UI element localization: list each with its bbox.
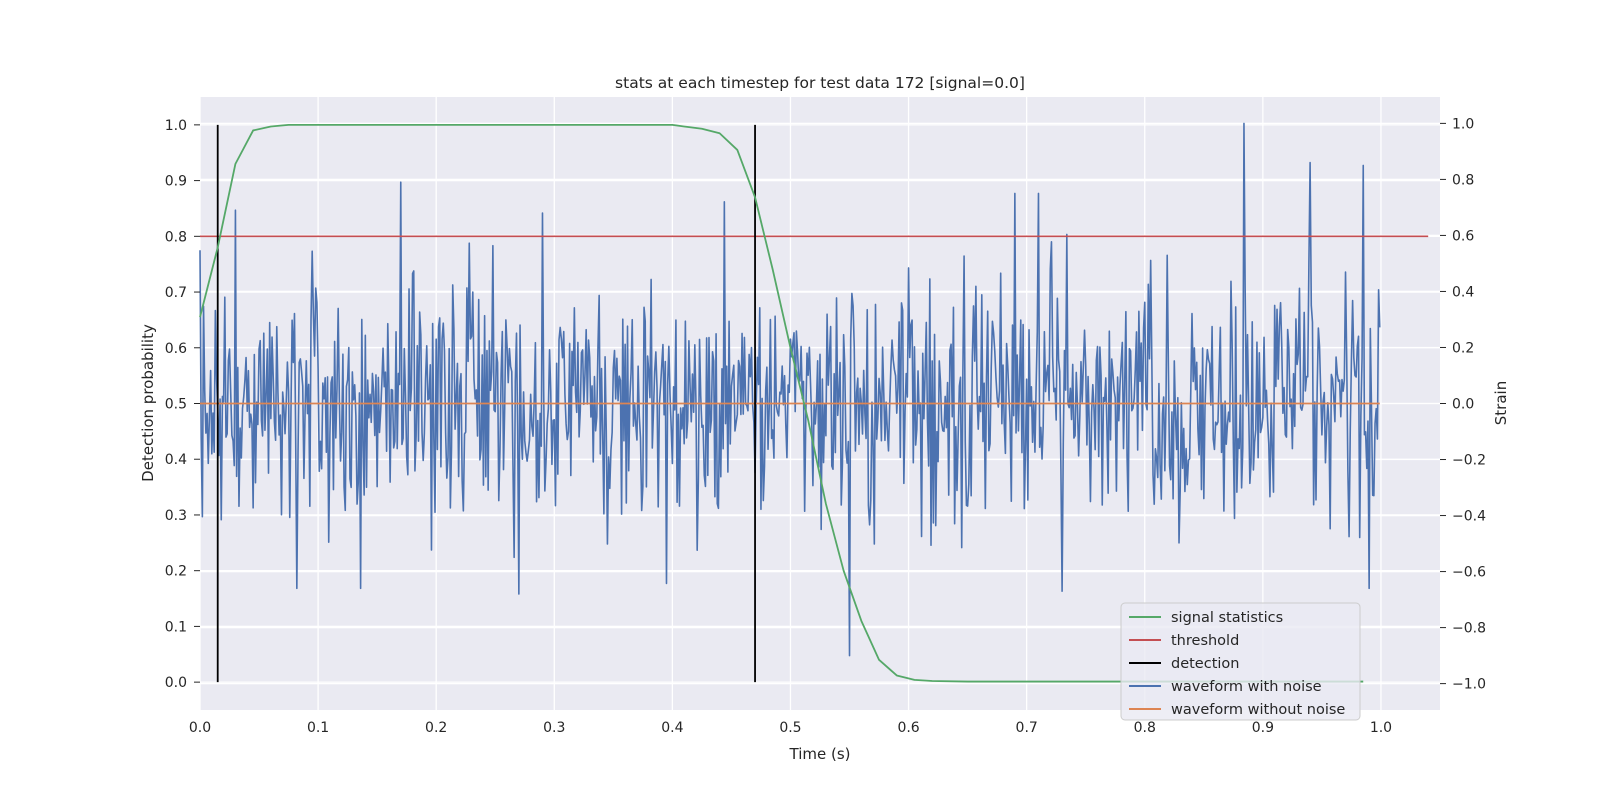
y-tick-label: 0.7	[165, 285, 187, 301]
legend-label: detection	[1171, 656, 1239, 672]
y-right-tick-label: 0.6	[1452, 228, 1474, 244]
x-tick-label: 0.3	[543, 720, 565, 736]
y-axis-right-title: Strain	[1492, 381, 1510, 425]
series-layer	[199, 122, 1429, 683]
x-tick-label: 1.0	[1370, 720, 1392, 736]
y-right-tick-label: −0.8	[1452, 621, 1486, 637]
legend-label: threshold	[1171, 633, 1239, 649]
legend-label: waveform with noise	[1171, 679, 1322, 695]
x-tick-label: 0.1	[307, 720, 329, 736]
legend: signal statistics threshold detection wavef…	[1120, 602, 1361, 721]
x-tick-label: 0.5	[779, 720, 801, 736]
y-right-tick-label: 1.0	[1452, 116, 1474, 132]
y-tick-label: 0.0	[165, 675, 187, 691]
legend-label: waveform without noise	[1171, 702, 1345, 718]
y-tick-label: 0.5	[165, 397, 187, 413]
y-right-tick-label: −0.4	[1452, 509, 1486, 525]
y-tick-label: 0.2	[165, 564, 187, 580]
y-tick-label: 0.4	[165, 452, 187, 468]
series-signal-statistics	[199, 123, 1364, 683]
y-tick-label: 1.0	[165, 118, 187, 134]
x-tick-label: 0.2	[425, 720, 447, 736]
y-right-tick-label: −0.6	[1452, 565, 1486, 581]
chart-title: stats at each timestep for test data 172…	[615, 74, 1025, 92]
legend-label: signal statistics	[1171, 610, 1283, 626]
x-tick-label: 0.8	[1134, 720, 1156, 736]
y-right-tick-label: 0.0	[1452, 397, 1474, 413]
x-tick-label: 0.0	[189, 720, 211, 736]
y-axis-title: Detection probability	[139, 324, 157, 482]
ticks: 0.0 0.1 0.2 0.3 0.4 0.5 0.6 0.7 0.8 0.9 1.0 0.0 0.1 0…	[165, 116, 1486, 736]
y-tick-label: 0.3	[165, 508, 187, 524]
x-tick-label: 0.4	[661, 720, 683, 736]
x-tick-label: 0.7	[1016, 720, 1038, 736]
y-right-tick-label: 0.4	[1452, 284, 1474, 300]
y-right-tick-label: 0.8	[1452, 172, 1474, 188]
x-tick-label: 0.6	[897, 720, 919, 736]
y-tick-label: 0.1	[165, 619, 187, 635]
y-right-tick-label: −0.2	[1452, 453, 1486, 469]
legend-box	[1120, 602, 1361, 721]
x-axis-title: Time (s)	[789, 745, 851, 763]
series-waveform-with-noise	[199, 122, 1381, 657]
x-tick-label: 0.9	[1252, 720, 1274, 736]
y-tick-label: 0.6	[165, 341, 187, 357]
y-tick-label: 0.8	[165, 229, 187, 245]
y-tick-label: 0.9	[165, 174, 187, 190]
y-right-tick-label: 0.2	[1452, 340, 1474, 356]
y-right-tick-label: −1.0	[1452, 677, 1486, 693]
